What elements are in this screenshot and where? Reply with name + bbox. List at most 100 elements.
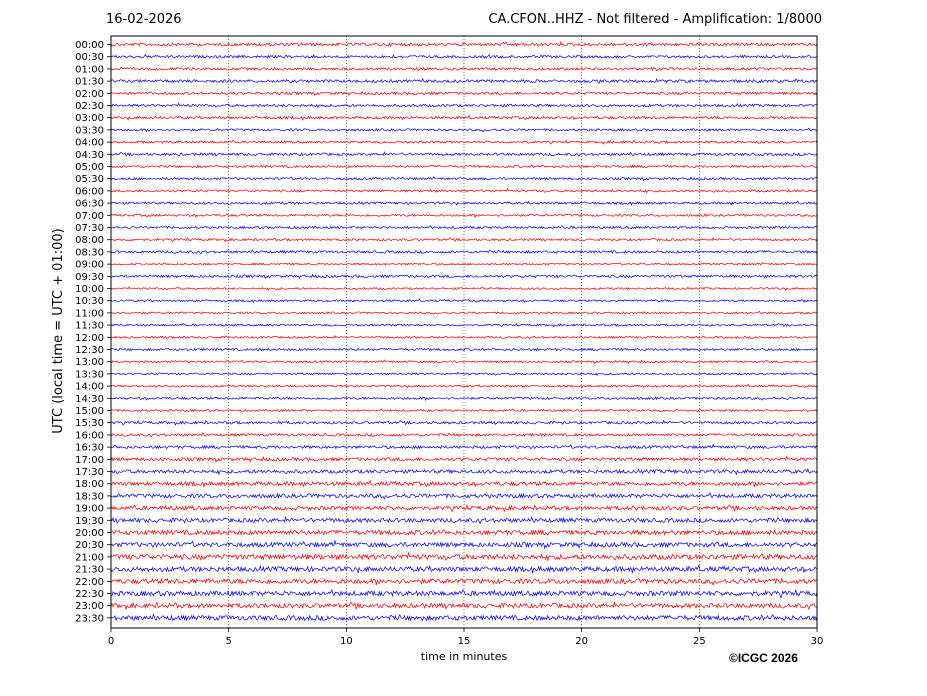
trace-row	[110, 577, 818, 587]
y-tick-label: 03:30	[75, 125, 104, 136]
y-tick-label: 08:00	[75, 235, 104, 246]
y-tick-label: 20:00	[75, 528, 104, 539]
trace-row	[110, 432, 818, 438]
y-tick-label: 07:00	[75, 211, 104, 222]
trace-row	[110, 516, 818, 525]
grid-lines	[228, 36, 700, 628]
y-tick-label: 19:00	[75, 504, 104, 515]
y-tick-label: 02:00	[75, 89, 104, 100]
trace-row	[110, 102, 818, 109]
y-tick-label: 14:00	[75, 382, 104, 393]
trace-row	[110, 66, 818, 72]
y-tick-label: 13:00	[75, 357, 104, 368]
trace-row	[110, 200, 818, 206]
y-tick-label: 06:30	[75, 199, 104, 210]
trace-row	[110, 176, 818, 182]
trace-row	[110, 443, 818, 450]
trace-row	[110, 322, 818, 328]
trace-row	[110, 371, 818, 377]
y-tick-label: 23:30	[75, 613, 104, 624]
y-tick-label: 20:30	[75, 540, 104, 551]
y-tick-label: 12:00	[75, 333, 104, 344]
y-tick-label: 11:00	[75, 308, 104, 319]
trace-row	[110, 53, 818, 59]
y-tick-label: 18:30	[75, 491, 104, 502]
trace-row	[110, 563, 818, 574]
trace-row	[110, 273, 818, 280]
y-tick-label: 04:00	[75, 138, 104, 149]
y-tick-label: 03:00	[75, 113, 104, 124]
x-axis-label: time in minutes	[421, 650, 508, 663]
x-tick-label: 25	[693, 636, 706, 647]
trace-row	[110, 261, 818, 266]
y-axis-label: UTC (local time = UTC + 01:00)	[51, 228, 66, 433]
station-title: CA.CFON..HHZ - Not filtered - Amplificat…	[488, 12, 822, 27]
y-tick-label: 06:00	[75, 186, 104, 197]
x-tick-label: 20	[575, 636, 588, 647]
trace-row	[110, 164, 817, 169]
y-tick-label: 05:00	[75, 162, 104, 173]
trace-row	[110, 298, 818, 304]
y-tick-label: 00:00	[75, 40, 104, 51]
trace-row	[110, 539, 818, 550]
y-tick-label: 00:30	[75, 52, 104, 63]
trace-row	[110, 213, 818, 218]
y-tick-label: 15:30	[75, 418, 104, 429]
trace-rows	[110, 41, 818, 622]
trace-row	[110, 479, 818, 488]
x-tick-label: 10	[340, 636, 353, 647]
trace-row	[110, 139, 818, 145]
trace-row	[110, 286, 818, 291]
y-tick-label: 09:30	[75, 272, 104, 283]
trace-row	[110, 77, 818, 85]
trace-row	[110, 334, 818, 340]
y-tick-label: 15:00	[75, 406, 104, 417]
trace-row	[110, 249, 818, 255]
y-tick-label: 19:30	[75, 516, 104, 527]
trace-row	[110, 408, 818, 413]
trace-row	[110, 601, 818, 611]
trace-row	[110, 455, 818, 463]
trace-row	[110, 492, 818, 500]
y-tick-label: 21:30	[75, 565, 104, 576]
trace-row	[110, 90, 818, 97]
plot-frame	[110, 35, 818, 629]
trace-row	[110, 225, 818, 230]
trace-row	[110, 613, 818, 622]
trace-row	[111, 419, 818, 426]
trace-row	[110, 552, 818, 562]
trace-row	[110, 359, 818, 364]
trace-row	[110, 114, 818, 121]
copyright-label: ©ICGC 2026	[729, 651, 798, 665]
y-tick-label: 23:00	[75, 601, 104, 612]
y-tick-label: 01:00	[75, 64, 104, 75]
y-tick-label: 01:30	[75, 77, 104, 88]
trace-row	[110, 347, 818, 352]
trace-row	[110, 236, 818, 243]
y-tick-label: 10:00	[75, 284, 104, 295]
trace-row	[110, 151, 818, 157]
y-tick-label: 22:00	[75, 577, 104, 588]
y-tick-label: 11:30	[75, 321, 104, 332]
trace-row	[110, 383, 818, 389]
y-tick-label: 22:30	[75, 589, 104, 600]
date-label: 16-02-2026	[106, 12, 182, 27]
x-axis-ticks: 0 5 10 15 20 25 30	[108, 628, 823, 647]
x-tick-label: 5	[225, 636, 231, 647]
trace-row	[110, 503, 818, 513]
y-tick-label: 21:00	[75, 552, 104, 563]
y-tick-label: 16:30	[75, 443, 104, 454]
y-tick-label: 04:30	[75, 150, 104, 161]
trace-row	[110, 396, 818, 401]
trace-row	[110, 588, 818, 599]
trace-row	[110, 127, 818, 133]
y-tick-label: 08:30	[75, 247, 104, 258]
y-tick-label: 17:00	[75, 455, 104, 466]
x-tick-label: 0	[108, 636, 114, 647]
trace-row	[110, 467, 818, 476]
y-tick-label: 05:30	[75, 174, 104, 185]
x-tick-label: 15	[458, 636, 471, 647]
trace-row	[110, 529, 818, 537]
y-tick-label: 10:30	[75, 296, 104, 307]
